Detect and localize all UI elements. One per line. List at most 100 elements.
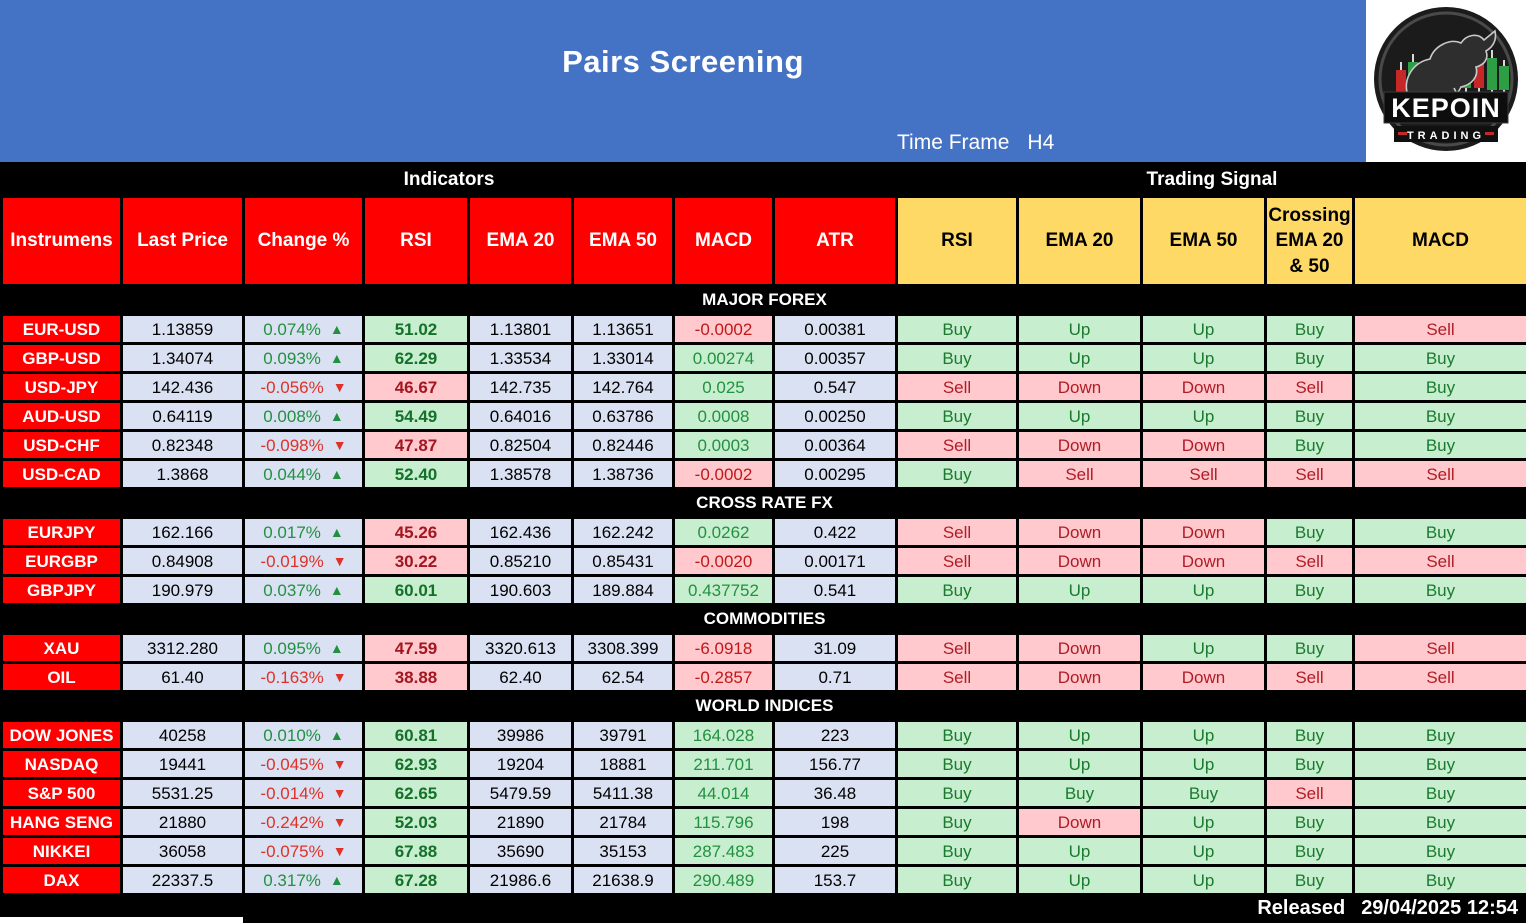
instrument-cell: NIKKEI [3,838,120,864]
ema20-cell: 5479.59 [470,780,571,806]
ema50-cell: 0.85431 [574,548,672,574]
signal-ema20-cell: Down [1019,809,1140,835]
column-header: Instrumens [3,198,120,284]
page-title: Pairs Screening [562,44,804,79]
atr-cell: 198 [775,809,895,835]
change-cell: 0.037% ▲ [245,577,362,603]
signal-macd-cell: Buy [1355,432,1526,458]
signal-ema20-cell: Buy [1019,780,1140,806]
signal-macd-cell: Sell [1355,635,1526,661]
signal-crossing-cell: Sell [1267,461,1352,487]
change-cell: -0.098% ▼ [245,432,362,458]
atr-cell: 0.00364 [775,432,895,458]
up-triangle-icon: ▲ [329,524,344,540]
change-cell: 0.074% ▲ [245,316,362,342]
rsi-cell: 67.88 [365,838,467,864]
signal-ema50-cell: Down [1143,374,1264,400]
signal-ema50-cell: Up [1143,577,1264,603]
instrument-cell: OIL [3,664,120,690]
signal-macd-cell: Buy [1355,780,1526,806]
atr-cell: 156.77 [775,751,895,777]
ema20-cell: 39986 [470,722,571,748]
atr-cell: 0.547 [775,374,895,400]
change-cell: 0.044% ▲ [245,461,362,487]
rsi-cell: 47.87 [365,432,467,458]
signal-rsi-cell: Sell [898,664,1016,690]
signal-crossing-cell: Buy [1267,345,1352,371]
last-price-cell: 0.82348 [123,432,242,458]
instrument-cell: S&P 500 [3,780,120,806]
released-timestamp: Released 29/04/2025 12:54 [1257,897,1518,920]
change-value: 0.044% [263,464,321,484]
change-cell: -0.163% ▼ [245,664,362,690]
section-title: WORLD INDICES [3,693,1526,719]
signal-rsi-cell: Sell [898,432,1016,458]
signal-ema20-cell: Down [1019,635,1140,661]
column-header-line: RSI [941,230,973,252]
last-price-cell: 36058 [123,838,242,864]
signal-ema50-cell: Up [1143,867,1264,893]
ema20-cell: 0.85210 [470,548,571,574]
signal-rsi-cell: Sell [898,519,1016,545]
column-header: RSI [898,198,1016,284]
atr-cell: 36.48 [775,780,895,806]
signal-rsi-cell: Buy [898,316,1016,342]
signal-macd-cell: Sell [1355,316,1526,342]
ema50-cell: 189.884 [574,577,672,603]
change-cell: 0.017% ▲ [245,519,362,545]
rsi-cell: 52.40 [365,461,467,487]
down-triangle-icon: ▼ [332,756,347,772]
footer-bar: Released 29/04/2025 12:54 [0,893,1526,923]
signal-macd-cell: Buy [1355,809,1526,835]
logo-name: KEPOIN [1391,93,1501,123]
signal-crossing-cell: Buy [1267,722,1352,748]
macd-cell: 0.0003 [675,432,772,458]
last-price-cell: 19441 [123,751,242,777]
atr-cell: 0.00295 [775,461,895,487]
section-title: COMMODITIES [3,606,1526,632]
signal-crossing-cell: Sell [1267,548,1352,574]
ema50-cell: 62.54 [574,664,672,690]
up-triangle-icon: ▲ [329,872,344,888]
up-triangle-icon: ▲ [329,582,344,598]
signal-macd-cell: Buy [1355,403,1526,429]
change-cell: 0.010% ▲ [245,722,362,748]
signal-ema20-cell: Up [1019,345,1140,371]
ema20-cell: 0.82504 [470,432,571,458]
last-price-cell: 0.84908 [123,548,242,574]
instrument-cell: EURJPY [3,519,120,545]
signal-ema20-cell: Down [1019,519,1140,545]
change-value: 0.093% [263,348,321,368]
trading-signal-group-header: Trading Signal [898,164,1526,195]
section-title: MAJOR FOREX [3,287,1526,313]
timeframe: Time Frame H4 [897,131,1054,155]
atr-cell: 223 [775,722,895,748]
change-cell: -0.056% ▼ [245,374,362,400]
atr-cell: 0.71 [775,664,895,690]
signal-rsi-cell: Buy [898,780,1016,806]
atr-cell: 31.09 [775,635,895,661]
ema20-cell: 190.603 [470,577,571,603]
signal-ema50-cell: Up [1143,838,1264,864]
signal-ema50-cell: Buy [1143,780,1264,806]
column-header-line: MACD [1412,230,1469,252]
last-price-cell: 190.979 [123,577,242,603]
ema20-cell: 162.436 [470,519,571,545]
ema50-cell: 21638.9 [574,867,672,893]
signal-rsi-cell: Buy [898,722,1016,748]
ema50-cell: 18881 [574,751,672,777]
signal-rsi-cell: Sell [898,374,1016,400]
rsi-cell: 62.93 [365,751,467,777]
macd-cell: -0.0020 [675,548,772,574]
instrument-cell: EURGBP [3,548,120,574]
signal-crossing-cell: Sell [1267,780,1352,806]
ema50-cell: 1.33014 [574,345,672,371]
rsi-cell: 46.67 [365,374,467,400]
macd-cell: 44.014 [675,780,772,806]
up-triangle-icon: ▲ [329,321,344,337]
change-cell: -0.019% ▼ [245,548,362,574]
rsi-cell: 51.02 [365,316,467,342]
ema50-cell: 162.242 [574,519,672,545]
last-price-cell: 3312.280 [123,635,242,661]
